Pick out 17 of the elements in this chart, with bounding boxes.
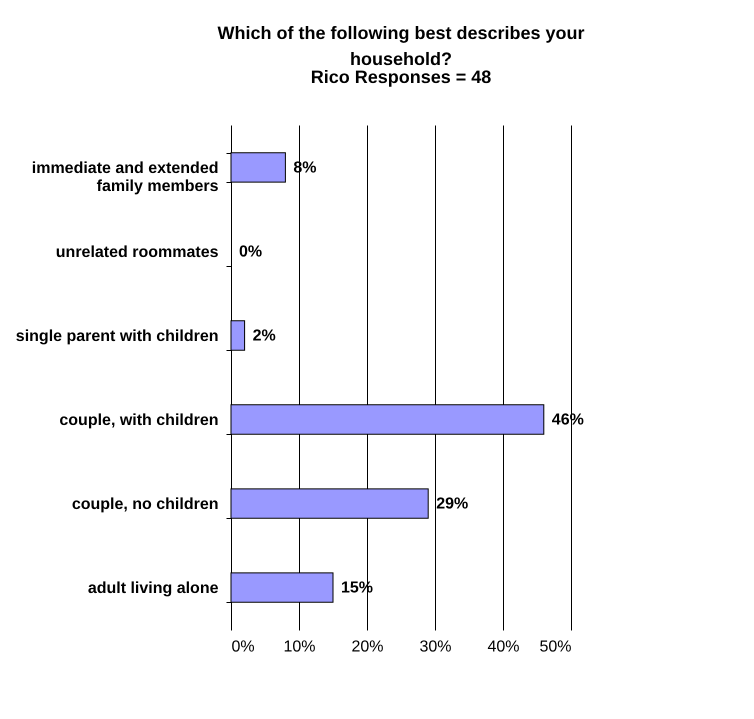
x-tick-label: 0%: [232, 638, 255, 656]
data-label: 2%: [252, 327, 276, 344]
data-label: 0%: [239, 243, 262, 260]
y-tick-label: adult living alone: [88, 580, 219, 598]
x-tick-label: 20%: [351, 638, 384, 656]
chart-subtitle: Rico Responses = 48: [310, 67, 492, 87]
chart-title: Which of the following best describes your household?: [217, 23, 585, 69]
y-tick-label: unrelated roommates: [56, 244, 219, 261]
data-label: 29%: [436, 496, 468, 513]
y-tick-label: couple, with children: [59, 412, 218, 430]
x-tick-label: 30%: [419, 638, 452, 656]
y-tick-label: immediate and extended family members: [32, 160, 219, 195]
x-tick-label: 50%: [539, 638, 572, 656]
x-tick-label: 40%: [487, 638, 520, 656]
y-tick-label: single parent with children: [16, 328, 218, 345]
y-tick-label: couple, no children: [72, 496, 218, 514]
x-tick-label: 10%: [283, 638, 316, 656]
